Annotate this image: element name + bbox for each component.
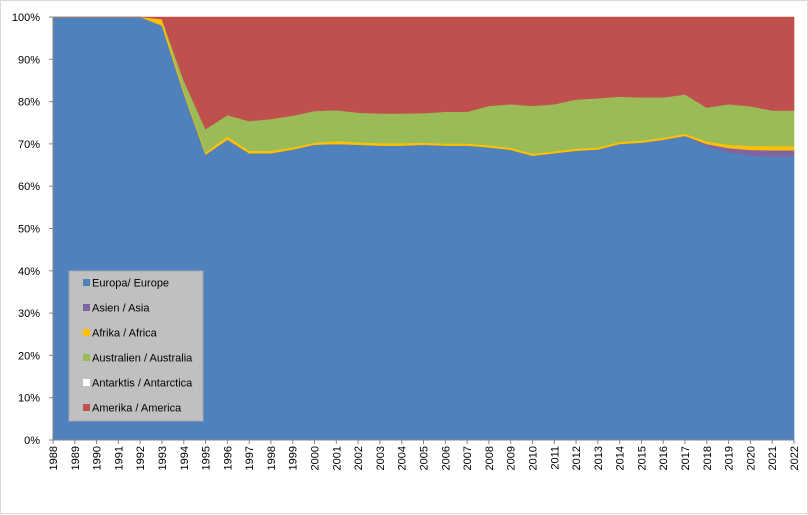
legend-label-antarctica: Antarktis / Antarctica — [92, 378, 193, 390]
x-tick-label: 1994 — [179, 446, 191, 470]
x-tick-label: 1996 — [222, 446, 234, 470]
x-tick-label: 2000 — [310, 446, 322, 470]
x-tick-label: 1998 — [266, 446, 278, 470]
x-tick-label: 1988 — [48, 446, 60, 470]
x-tick-label: 2016 — [658, 446, 670, 470]
x-tick-label: 2001 — [331, 446, 343, 470]
x-tick-label: 2008 — [484, 446, 496, 470]
x-tick-label: 1997 — [244, 446, 256, 470]
y-tick-label: 100% — [12, 12, 40, 24]
y-tick-label: 90% — [18, 54, 40, 66]
legend-label-africa: Afrika / Africa — [92, 328, 158, 340]
x-tick-label: 2018 — [702, 446, 714, 470]
x-tick-label: 2022 — [789, 446, 801, 470]
series-areas — [52, 16, 795, 441]
y-tick-label: 10% — [18, 393, 40, 405]
x-tick-label: 2004 — [397, 446, 409, 470]
y-tick-label: 0% — [24, 435, 40, 447]
x-tick-label: 1989 — [70, 446, 82, 470]
x-tick-label: 1993 — [157, 446, 169, 470]
x-tick-label: 1992 — [135, 446, 147, 470]
x-tick-label: 1990 — [92, 446, 104, 470]
y-tick-label: 20% — [18, 350, 40, 362]
y-tick-label: 70% — [18, 139, 40, 151]
y-tick-labels: 0% 10% 20% 30% 40% 50% 60% 70% 80% 90% 100% — [12, 12, 53, 447]
legend: Europa/ Europe Asien / Asia Afrika / Afric… — [68, 270, 204, 422]
x-tick-label: 2005 — [419, 446, 431, 470]
area-america — [53, 16, 795, 130]
x-tick-label: 2009 — [506, 446, 518, 470]
legend-label-europe: Europa/ Europe — [92, 278, 169, 290]
legend-box — [68, 270, 204, 422]
y-tick-label: 80% — [18, 97, 40, 109]
legend-swatch-antarctica — [83, 379, 90, 386]
x-tick-label: 2010 — [527, 446, 539, 470]
legend-swatch-europe — [83, 279, 90, 286]
legend-swatch-asia — [83, 304, 90, 311]
x-tick-label: 2012 — [571, 446, 583, 470]
legend-label-america: Amerika / America — [92, 403, 182, 415]
x-tick-label: 2006 — [440, 446, 452, 470]
legend-swatch-africa — [83, 329, 90, 336]
x-tick-label: 1991 — [113, 446, 125, 470]
y-tick-label: 50% — [18, 224, 40, 236]
x-tick-label: 2019 — [724, 446, 736, 470]
legend-label-australia: Australien / Australia — [92, 353, 193, 365]
x-tick-label: 2007 — [462, 446, 474, 470]
x-tick-label: 2017 — [680, 446, 692, 470]
x-tick-label: 2003 — [375, 446, 387, 470]
x-tick-label: 2021 — [767, 446, 779, 470]
x-tick-label: 1995 — [201, 446, 213, 470]
legend-label-asia: Asien / Asia — [92, 303, 150, 315]
x-tick-label: 2002 — [353, 446, 365, 470]
y-tick-label: 30% — [18, 308, 40, 320]
y-tick-label: 40% — [18, 266, 40, 278]
x-tick-label: 1999 — [288, 446, 300, 470]
x-tick-label: 2015 — [636, 446, 648, 470]
y-tick-label: 60% — [18, 181, 40, 193]
x-tick-label: 2013 — [593, 446, 605, 470]
x-tick-label: 2014 — [615, 446, 627, 470]
legend-swatch-australia — [83, 354, 90, 361]
legend-swatch-america — [83, 404, 90, 411]
x-tick-label: 2020 — [745, 446, 757, 470]
x-tick-label: 2011 — [549, 446, 561, 470]
x-tick-labels: 1988 1989 1990 1991 1992 1993 1994 1995 1996 1997… — [48, 440, 801, 470]
